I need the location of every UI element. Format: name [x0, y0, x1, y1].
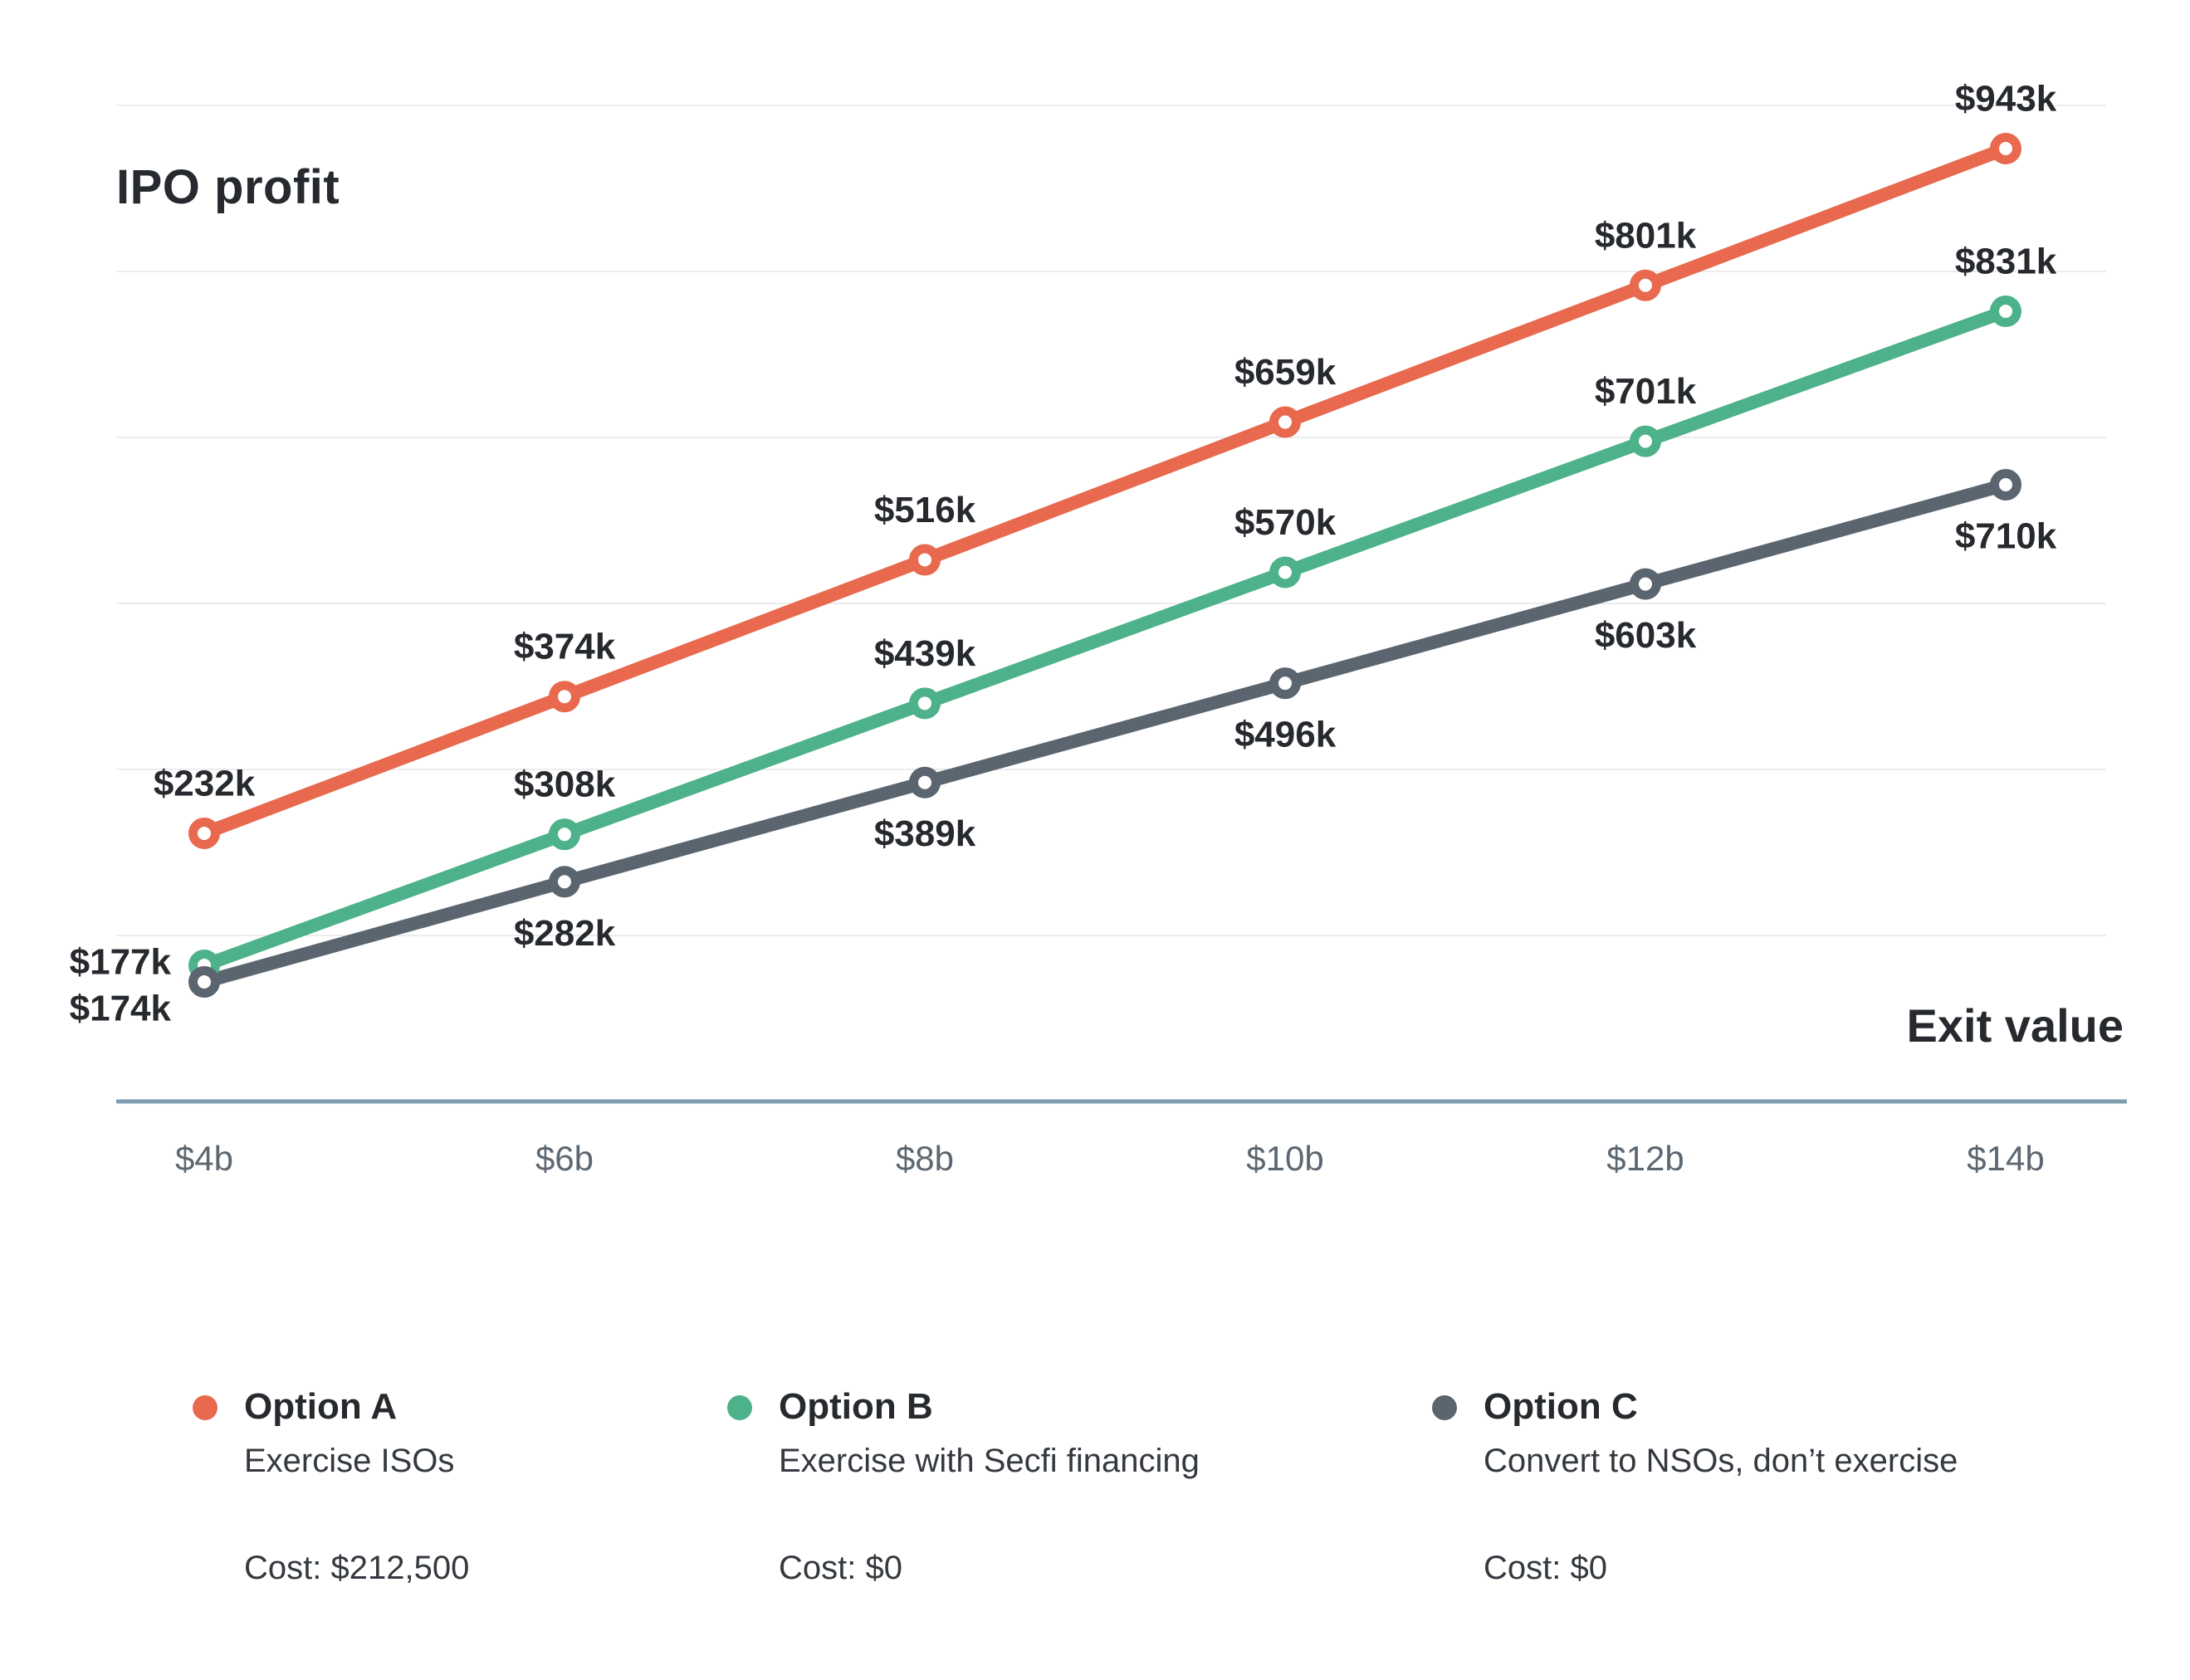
x-tick-14b: $14b: [1967, 1139, 2045, 1178]
data-label-option-b-3: $570k: [1234, 502, 1337, 543]
x-tick-8b: $8b: [895, 1139, 955, 1178]
data-label-option-c-3: $496k: [1234, 715, 1337, 755]
legend-item-option-c: Option C Convert to NSOs, don’t exercise…: [1432, 1386, 1958, 1587]
legend-name-option-b: Option B: [779, 1386, 933, 1427]
data-label-option-c-2: $389k: [874, 813, 976, 854]
data-label-option-c-0: $174k: [70, 989, 172, 1029]
data-label-option-a-2: $516k: [874, 490, 976, 530]
data-label-option-a-1: $374k: [514, 627, 616, 667]
legend-text-block: Option A Exercise ISOs Cost: $212,500: [244, 1386, 470, 1587]
legend-name-option-a: Option A: [244, 1386, 398, 1427]
x-tick-4b: $4b: [174, 1139, 234, 1178]
x-axis-label: Exit value: [1906, 999, 2124, 1052]
option-b-dot-icon: [727, 1395, 752, 1420]
legend-desc-option-a: Exercise ISOs: [244, 1443, 455, 1480]
legend-item-option-a: Option A Exercise ISOs Cost: $212,500: [193, 1386, 470, 1587]
data-label-option-a-4: $801k: [1595, 215, 1697, 256]
data-label-option-a-3: $659k: [1234, 352, 1337, 393]
x-tick-10b: $10b: [1246, 1139, 1324, 1178]
data-label-option-b-1: $308k: [514, 764, 616, 805]
legend-item-option-b: Option B Exercise with Secfi financing C…: [727, 1386, 1200, 1587]
option-c-dot-icon: [1432, 1395, 1457, 1420]
data-label-option-b-2: $439k: [874, 633, 976, 674]
data-label-option-a-5: $943k: [1955, 79, 2057, 120]
legend-desc-option-b: Exercise with Secfi financing: [779, 1443, 1200, 1480]
data-label-option-b-4: $701k: [1595, 371, 1697, 412]
data-label-option-c-1: $282k: [514, 913, 616, 954]
legend-cost-option-b: Cost: $0: [779, 1550, 902, 1587]
legend-cost-option-a: Cost: $212,500: [244, 1550, 470, 1587]
option-a-dot-icon: [193, 1395, 218, 1420]
data-label-option-b-0: $177k: [70, 942, 172, 983]
data-label-option-c-4: $603k: [1595, 615, 1697, 656]
legend-cost-option-c: Cost: $0: [1484, 1550, 1607, 1587]
data-label-option-b-5: $831k: [1955, 242, 2057, 282]
legend-text-block: Option B Exercise with Secfi financing C…: [779, 1386, 1200, 1587]
legend-desc-option-c: Convert to NSOs, don’t exercise: [1484, 1443, 1958, 1480]
chart-title: IPO profit: [116, 160, 340, 214]
x-tick-12b: $12b: [1606, 1139, 1684, 1178]
legend-name-option-c: Option C: [1484, 1386, 1638, 1427]
legend-text-block: Option C Convert to NSOs, don’t exercise…: [1484, 1386, 1958, 1587]
data-label-option-c-5: $710k: [1955, 516, 2057, 557]
data-label-option-a-0: $232k: [154, 764, 256, 804]
x-tick-6b: $6b: [535, 1139, 594, 1178]
